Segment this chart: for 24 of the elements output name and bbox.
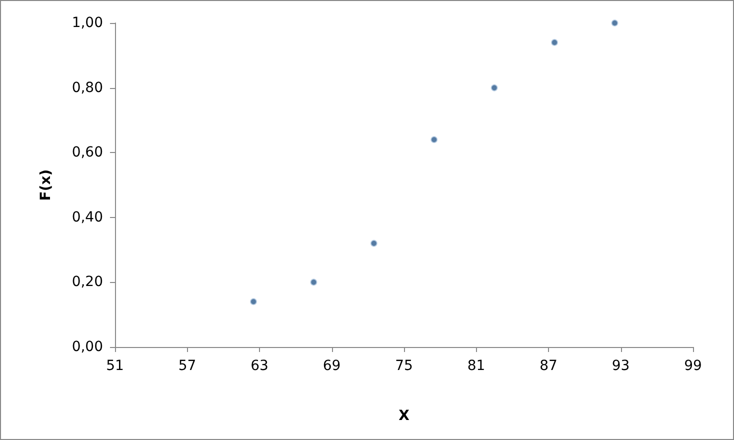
x-tick-label: 93 xyxy=(612,358,630,374)
x-tick-label: 99 xyxy=(684,358,702,374)
x-tick-label: 51 xyxy=(106,358,124,374)
point xyxy=(310,278,318,286)
point xyxy=(490,84,498,92)
point xyxy=(611,20,618,26)
x-tick-label: 75 xyxy=(395,358,413,374)
y-tick-label: 1,00 xyxy=(72,15,103,31)
x-tick-label: 81 xyxy=(467,358,486,374)
point xyxy=(250,298,257,306)
x-tick-label: 57 xyxy=(178,358,196,374)
y-axis-title: F(x) xyxy=(38,169,54,201)
x-tick-label: 69 xyxy=(322,358,341,374)
x-tick-label: 87 xyxy=(540,358,558,374)
y-tick-label: 0,40 xyxy=(72,209,103,226)
point xyxy=(430,136,438,144)
y-tick-label: 0,60 xyxy=(72,144,103,161)
y-tick-label: 0,80 xyxy=(72,80,103,96)
y-tick-label: 0,20 xyxy=(72,274,103,290)
y-tick-label: 0,00 xyxy=(72,339,103,355)
x-tick-label: 63 xyxy=(250,358,268,374)
x-axis-title: X xyxy=(398,408,410,424)
point xyxy=(551,38,558,46)
point xyxy=(370,240,378,247)
